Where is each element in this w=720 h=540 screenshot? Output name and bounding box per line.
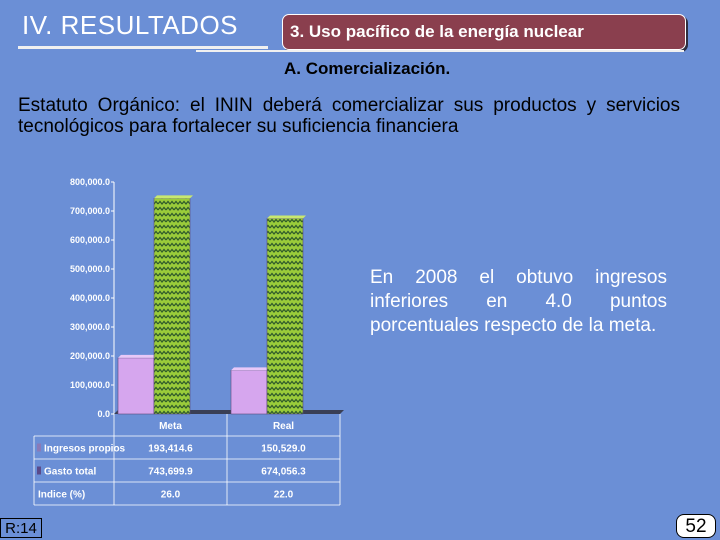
y-tick-label: 0.0 (97, 409, 110, 419)
slide-subtitle: 3. Uso pacífico de la energía nuclear (290, 22, 584, 41)
bar-ingresos-propios-meta (117, 357, 155, 415)
y-tick-label: 600,000.0 (70, 235, 110, 245)
page-number: 52 (676, 514, 716, 538)
y-tick-label: 400,000.0 (70, 293, 110, 303)
y-tick-label: 200,000.0 (70, 351, 110, 361)
table-cell-value: 743,699.9 (148, 467, 193, 478)
bar-chart: 0.0 100,000.0 200,000.0 300,000.0 400,000.0 5… (33, 177, 344, 506)
table-row-label: Indice (%) (38, 490, 85, 501)
bar-ingresos-propios-real (230, 370, 268, 415)
bars (117, 195, 306, 415)
table-row-label: Ingresos propios (44, 444, 126, 455)
bar-top (154, 195, 193, 199)
slide-title: IV. RESULTADOS (22, 10, 239, 40)
data-table: Meta Real Ingresos propios 193,414.6 150,529… (33, 414, 341, 506)
bar-gasto-total-real (266, 218, 304, 415)
bar-top (267, 215, 306, 219)
bar-top (118, 354, 157, 358)
table-cell-value: 193,414.6 (148, 444, 193, 455)
y-tick-label: 300,000.0 (70, 322, 110, 332)
table-cell-value: 674,056.3 (261, 467, 306, 478)
reference-badge: R:14 (0, 518, 42, 538)
bar-gasto-total-meta (153, 198, 191, 415)
subtitle-box (282, 14, 686, 50)
result-note: En 2008 el obtuvo ingresos inferiores en… (370, 267, 667, 336)
section-heading: A. Comercialización. (284, 59, 451, 78)
y-tick-label: 800,000.0 (70, 177, 110, 187)
table-cell-value: 26.0 (161, 490, 181, 501)
table-cell-value: 150,529.0 (261, 444, 306, 455)
bar-top (231, 367, 270, 371)
legend-swatch (37, 443, 41, 452)
table-cell-value: 22.0 (274, 490, 294, 501)
legend-swatch (37, 466, 41, 475)
x-category-label: Real (273, 421, 294, 432)
y-tick-label: 700,000.0 (70, 206, 110, 216)
y-tick-label: 100,000.0 (70, 380, 110, 390)
table-row-label: Gasto total (44, 467, 96, 478)
y-tick-label: 500,000.0 (70, 264, 110, 274)
x-category-label: Meta (159, 421, 182, 432)
subtitle-underline (196, 50, 684, 52)
title-underline (18, 46, 268, 49)
statement-text: Estatuto Orgánico: el ININ deberá comerc… (18, 95, 680, 137)
